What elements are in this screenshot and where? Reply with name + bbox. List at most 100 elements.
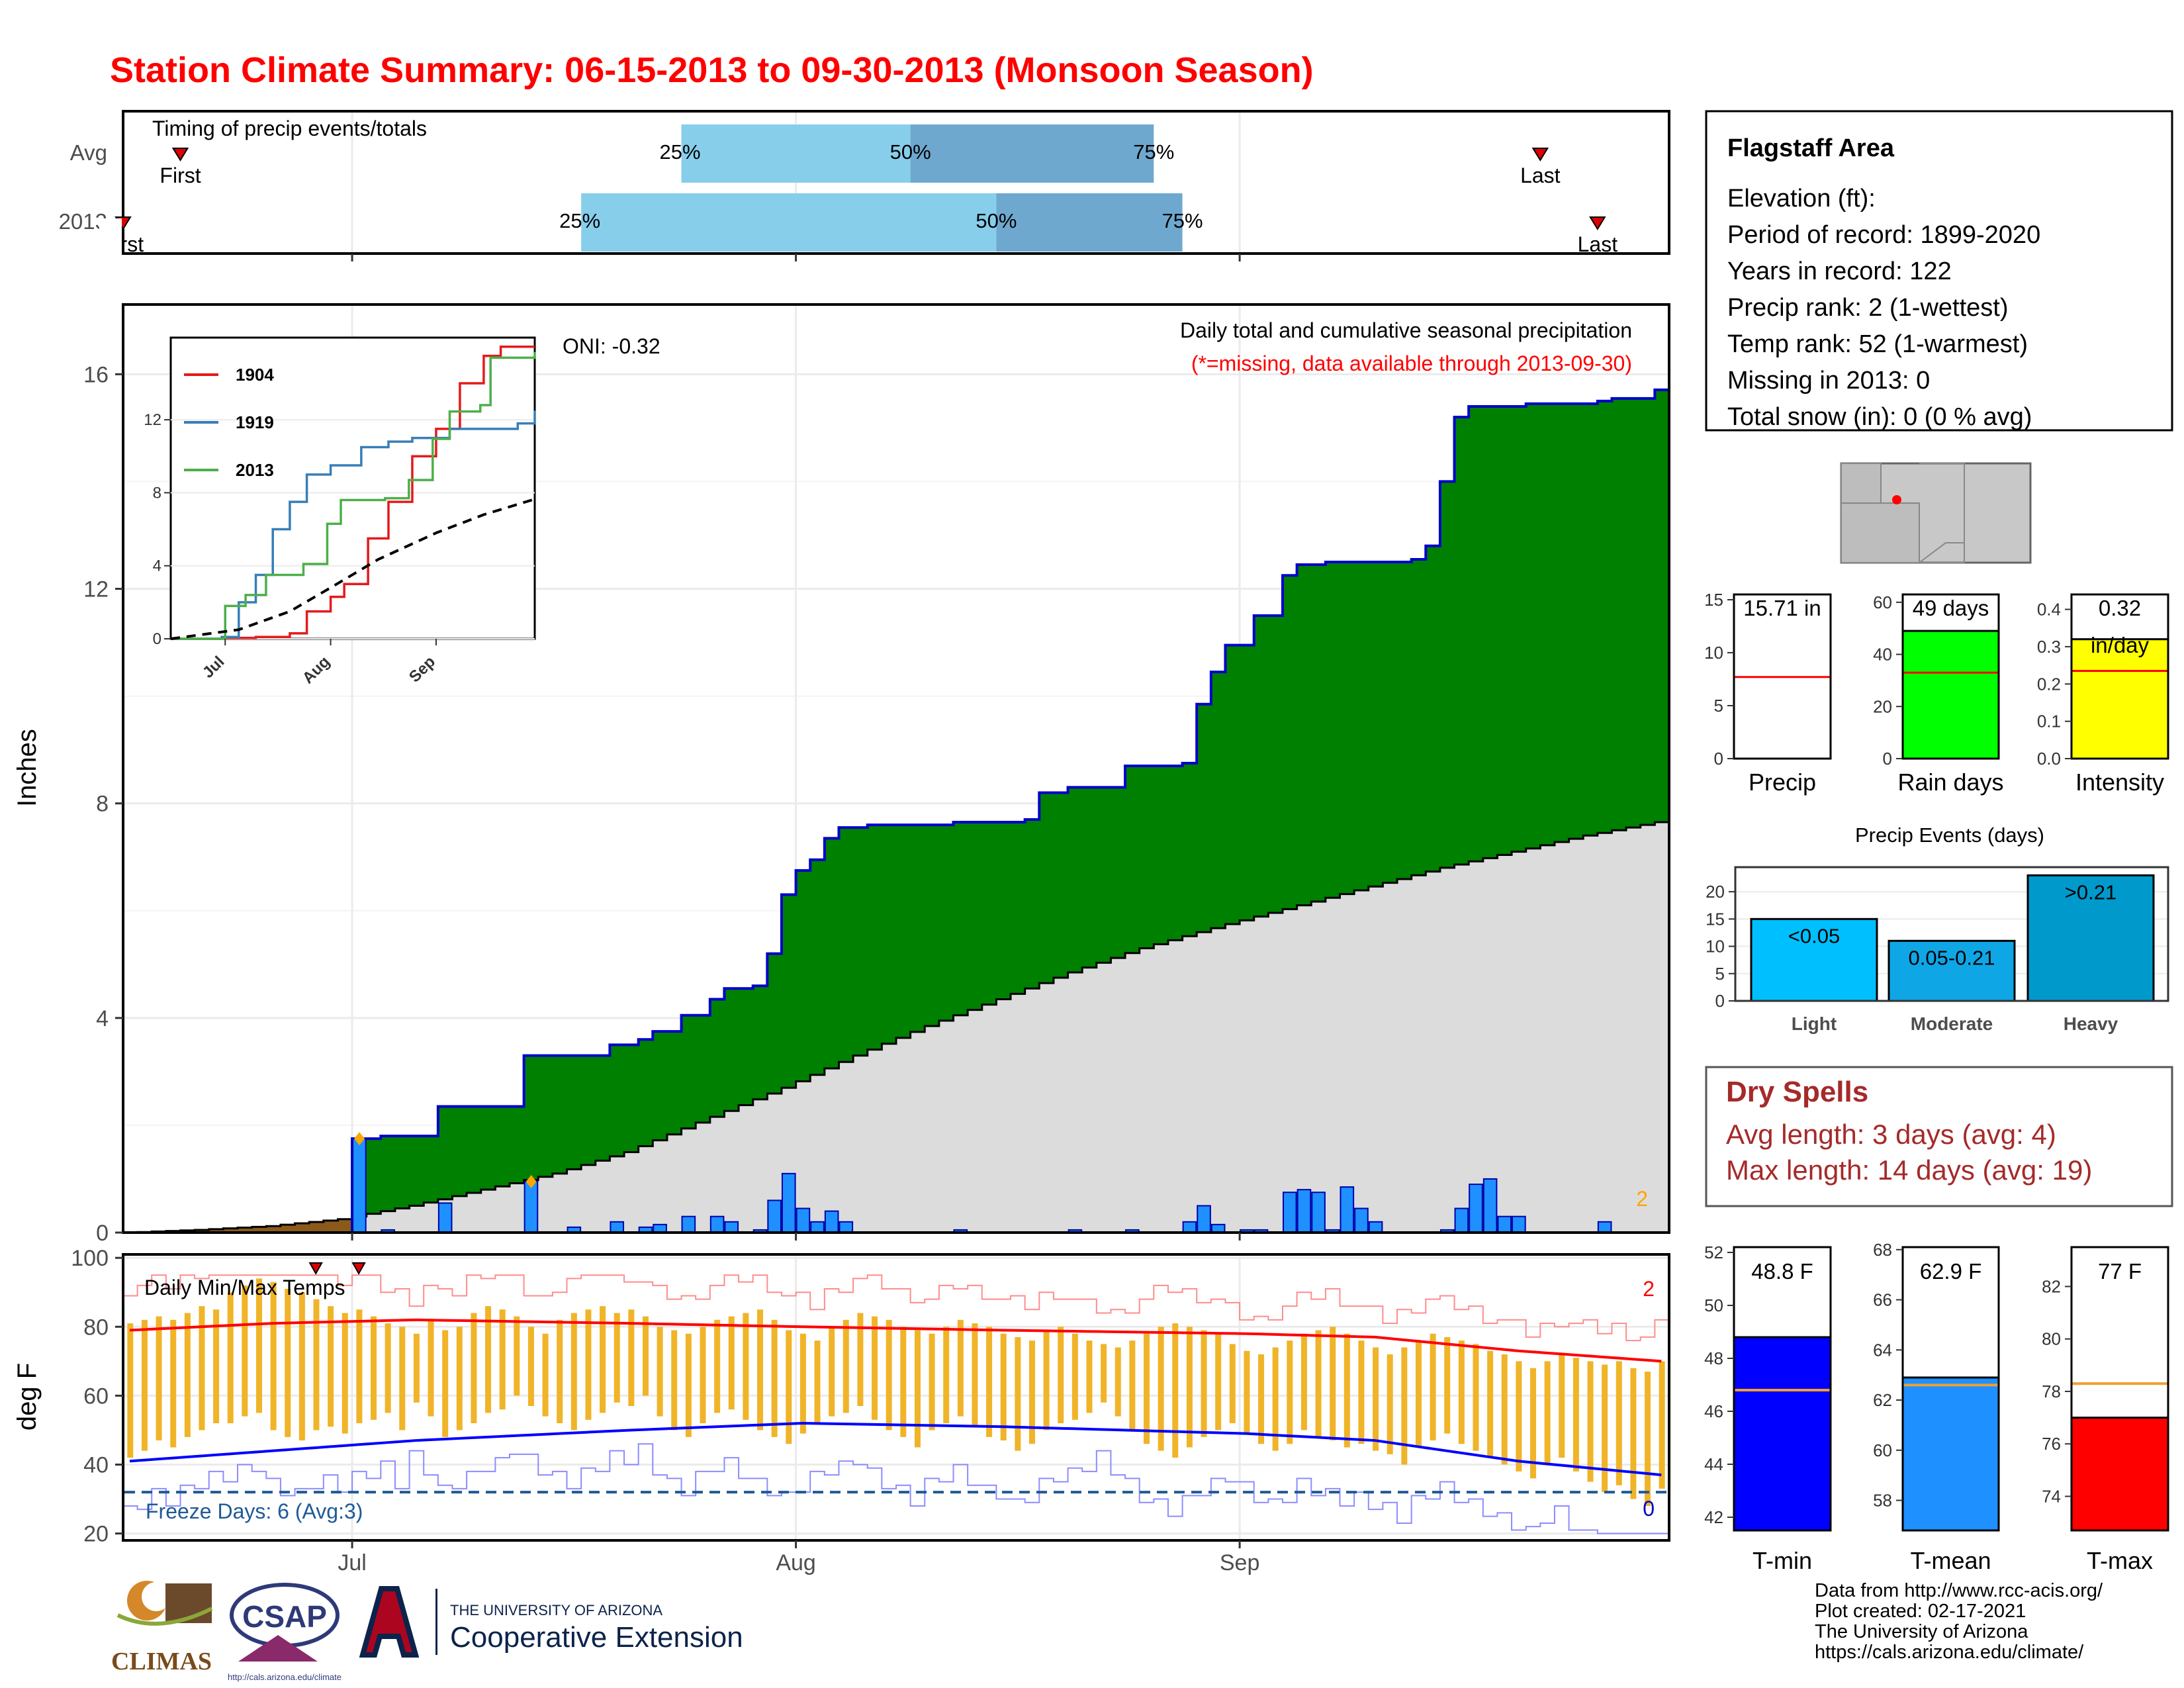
ua-line-1: THE UNIVERSITY OF ARIZONA bbox=[450, 1602, 662, 1618]
above-normal-segment bbox=[1368, 561, 1384, 887]
above-normal-segment bbox=[394, 1136, 410, 1209]
temp-summary-value-1: 62.9 F bbox=[1920, 1259, 1982, 1284]
summary-ytick-label: 0.1 bbox=[2037, 712, 2061, 731]
inset-legend-label: 2013 bbox=[236, 460, 274, 480]
station-line-2: Years in record: 122 bbox=[1727, 258, 1952, 285]
temp-summary-frame-1 bbox=[1901, 1246, 2000, 1532]
station-marker bbox=[1892, 495, 1901, 504]
daily-precip-bar bbox=[767, 1199, 782, 1234]
daily-precip-bar bbox=[1497, 1215, 1512, 1234]
above-normal-segment bbox=[1383, 561, 1398, 883]
temp-summary-label-1: T-mean bbox=[1910, 1547, 1991, 1574]
events-ytick-label: 10 bbox=[1706, 937, 1725, 957]
summary-ytick-label: 0.4 bbox=[2037, 600, 2061, 620]
x-tick-label: Jul bbox=[338, 1550, 366, 1575]
above-normal-segment bbox=[1240, 645, 1255, 921]
csap-url: http://cals.arizona.edu/climate bbox=[228, 1672, 341, 1682]
summary-ytick-label: 60 bbox=[1873, 592, 1892, 612]
summary-value-1: 49 days bbox=[1913, 596, 1989, 620]
above-normal-segment bbox=[1340, 561, 1355, 894]
temp-ytick-label: 40 bbox=[83, 1452, 109, 1477]
above-normal-segment bbox=[1426, 545, 1441, 872]
above-normal-segment bbox=[896, 825, 911, 1038]
above-normal-segment bbox=[653, 1031, 668, 1141]
daily-precip-bar bbox=[1197, 1205, 1211, 1233]
above-normal-segment bbox=[1454, 417, 1469, 865]
daily-precip-bar bbox=[824, 1210, 839, 1234]
dry-spells-max: Max length: 14 days (avg: 19) bbox=[1726, 1154, 2092, 1186]
above-normal-segment bbox=[480, 1106, 496, 1190]
above-normal-segment bbox=[1569, 403, 1584, 839]
above-normal-segment bbox=[1612, 398, 1627, 831]
summary-frame-0 bbox=[1733, 593, 1832, 760]
daily-precip-bar bbox=[1512, 1215, 1526, 1234]
above-normal-segment bbox=[1283, 575, 1298, 910]
above-normal-segment bbox=[853, 827, 868, 1056]
above-normal-segment bbox=[610, 1045, 625, 1156]
daily-precip-bar bbox=[437, 1202, 453, 1233]
above-normal-segment bbox=[1182, 763, 1197, 937]
inset-ytick-label: 4 bbox=[153, 557, 161, 575]
above-normal-segment bbox=[1354, 561, 1369, 890]
above-normal-segment bbox=[1268, 616, 1283, 913]
temp-summary-label-2: T-max bbox=[2087, 1547, 2153, 1574]
above-normal-segment bbox=[437, 1106, 453, 1199]
above-normal-segment bbox=[1068, 787, 1083, 972]
above-normal-segment bbox=[1325, 561, 1341, 898]
above-normal-segment bbox=[968, 822, 983, 1010]
daily-precip-bar bbox=[1311, 1192, 1326, 1233]
above-normal-segment bbox=[666, 1031, 682, 1135]
station-line-6: Total snow (in): 0 (0 % avg) bbox=[1727, 403, 2032, 431]
daily-precip-bar bbox=[1283, 1192, 1297, 1233]
summary-ytick-label: 10 bbox=[1704, 643, 1723, 663]
below-normal-segment bbox=[295, 1223, 310, 1233]
temp-summary-ytick-label: 76 bbox=[2042, 1434, 2061, 1454]
above-normal-segment bbox=[409, 1136, 424, 1206]
inset-legend-label: 1919 bbox=[236, 412, 274, 432]
temp-min-missing: 0 bbox=[1643, 1497, 1655, 1521]
above-normal-segment bbox=[1512, 406, 1527, 852]
timing-bar-q50-q75 bbox=[996, 193, 1183, 252]
timing-label-25: 25% bbox=[559, 209, 600, 232]
timing-last-marker bbox=[1589, 216, 1606, 230]
events-ytick-label: 5 bbox=[1715, 964, 1725, 984]
summary-ytick-label: 5 bbox=[1714, 696, 1723, 716]
timing-row-avg-label: Avg bbox=[70, 140, 107, 165]
above-normal-segment bbox=[1053, 792, 1069, 978]
below-normal-segment bbox=[223, 1228, 238, 1233]
above-normal-segment bbox=[1583, 403, 1598, 836]
above-normal-segment bbox=[867, 825, 882, 1050]
above-normal-segment bbox=[1439, 481, 1455, 868]
precip-ytick-label: 16 bbox=[83, 362, 109, 387]
normal-max-line bbox=[129, 1318, 1662, 1363]
events-ytick-label: 0 bbox=[1715, 991, 1725, 1011]
events-cat-label-1: Moderate bbox=[1911, 1013, 1993, 1034]
csap-logo: CSAP http://cals.arizona.edu/climate bbox=[228, 1583, 341, 1682]
temp-summary-ytick-label: 82 bbox=[2042, 1276, 2061, 1296]
summary-bars: 15.71 in 0 5 10 15 Precip 49 days 0 20 40 60 Rain d… bbox=[1704, 590, 2169, 796]
events-ytick-label: 20 bbox=[1706, 882, 1725, 902]
summary-label-2: Intensity bbox=[2075, 769, 2164, 796]
temp-summary-bar-0 bbox=[1733, 1336, 1832, 1532]
temp-summary-bar-1 bbox=[1901, 1376, 2000, 1532]
daily-precip-bar bbox=[523, 1181, 539, 1234]
above-normal-segment bbox=[595, 1055, 611, 1161]
above-normal-segment bbox=[1139, 765, 1154, 949]
missing-marker bbox=[354, 1132, 365, 1146]
timing-last-label: Last bbox=[1578, 232, 1618, 256]
above-normal-segment bbox=[581, 1055, 596, 1165]
above-normal-segment bbox=[1210, 672, 1226, 929]
timing-last-marker bbox=[1531, 148, 1549, 162]
daily-precip-bar bbox=[610, 1221, 625, 1233]
inset-series-normal bbox=[170, 498, 535, 640]
credit-line-2: Plot created: 02-17-2021 bbox=[1815, 1601, 2026, 1622]
precip-events-title: Precip Events (days) bbox=[1855, 823, 2044, 847]
temp-summary-ytick-label: 66 bbox=[1873, 1290, 1892, 1310]
above-normal-segment bbox=[1167, 765, 1183, 941]
events-bar-1 bbox=[1888, 939, 2016, 1002]
precip-panel: 0 4 8 12 16 Inches Daily total and cumulativ… bbox=[13, 303, 1670, 1246]
above-normal-segment bbox=[1482, 406, 1498, 859]
summary-ytick-label: 15 bbox=[1704, 590, 1723, 610]
ua-logo: THE UNIVERSITY OF ARIZONA Cooperative Ex… bbox=[359, 1586, 743, 1658]
